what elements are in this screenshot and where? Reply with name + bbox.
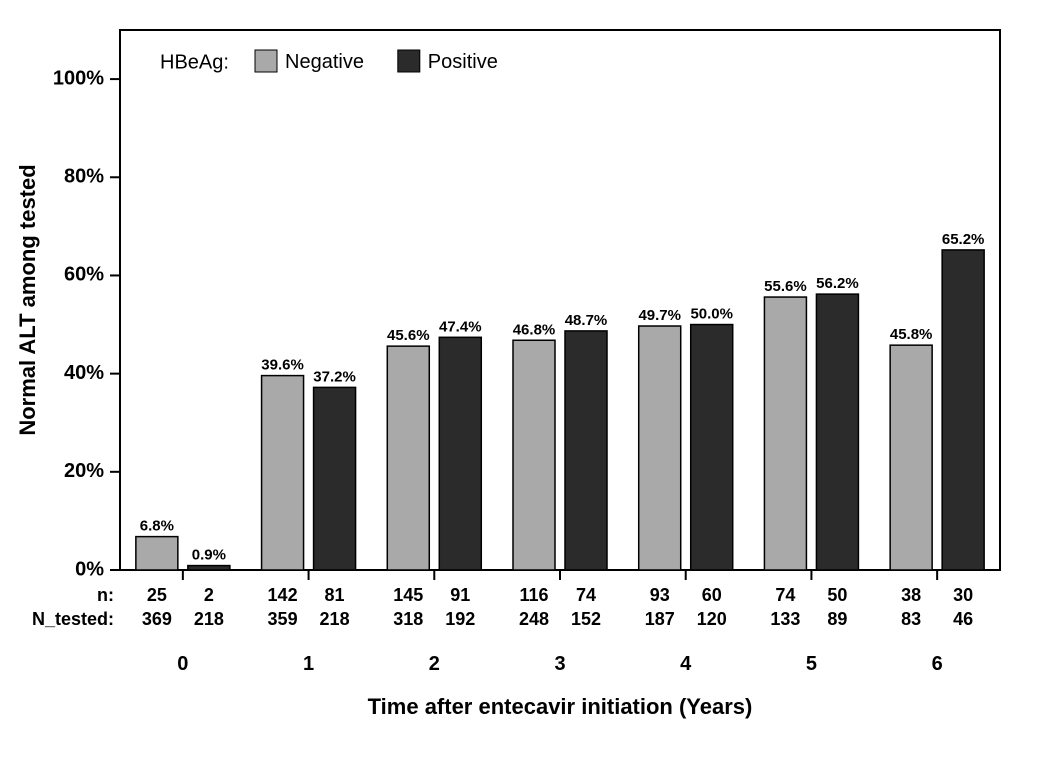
table-n-value: 74 [576, 585, 596, 605]
table-n-value: 145 [393, 585, 423, 605]
y-axis-label: Normal ALT among tested [15, 164, 40, 435]
table-ntested-value: 187 [645, 609, 675, 629]
bar-chart: 0% 20% 40% 60% 80% 100% Normal ALT among teste… [0, 0, 1050, 783]
table-n-value: 93 [650, 585, 670, 605]
table-ntested-value: 318 [393, 609, 423, 629]
legend-swatch [398, 50, 420, 72]
legend-item-label: Negative [285, 51, 364, 73]
bar-value-label: 50.0% [690, 306, 733, 323]
x-tick-label: 1 [303, 653, 314, 675]
table-ntested-value: 89 [827, 609, 847, 629]
table-ntested-value: 192 [445, 609, 475, 629]
bar [764, 297, 806, 570]
table-ntested-value: 83 [901, 609, 921, 629]
bar-value-label: 0.9% [192, 547, 226, 564]
bar-value-label: 65.2% [942, 231, 985, 248]
bar-value-label: 55.6% [764, 278, 807, 295]
bar-value-label: 6.8% [140, 518, 174, 535]
table-ntested-value: 218 [194, 609, 224, 629]
table-n-value: 74 [775, 585, 795, 605]
table-row-label: n: [97, 585, 114, 605]
legend-title: HBeAg: [160, 52, 229, 74]
y-tick-label: 80% [64, 166, 104, 188]
table-n-value: 38 [901, 585, 921, 605]
table-ntested-value: 152 [571, 609, 601, 629]
bar-value-label: 49.7% [638, 307, 681, 324]
x-tick-label: 5 [806, 653, 817, 675]
table-n-value: 25 [147, 585, 167, 605]
chart-container: 0% 20% 40% 60% 80% 100% Normal ALT among teste… [0, 0, 1050, 783]
legend-item-label: Positive [428, 51, 498, 73]
bar [890, 345, 932, 570]
table-ntested-value: 218 [320, 609, 350, 629]
y-tick-label: 100% [53, 67, 104, 89]
x-axis-label: Time after entecavir initiation (Years) [368, 694, 753, 719]
table-ntested-value: 120 [697, 609, 727, 629]
x-tick-label: 2 [429, 653, 440, 675]
bar-value-label: 46.8% [513, 321, 556, 338]
y-tick-label: 20% [64, 460, 104, 482]
bar [942, 250, 984, 570]
bar-value-label: 45.8% [890, 326, 933, 343]
table-n-value: 81 [325, 585, 345, 605]
table-n-value: 30 [953, 585, 973, 605]
bar [262, 376, 304, 570]
x-tick-label: 4 [680, 653, 692, 675]
table-n-value: 91 [450, 585, 470, 605]
bar [565, 331, 607, 570]
bar-value-label: 37.2% [313, 368, 356, 385]
bar [639, 326, 681, 570]
x-tick-label: 3 [554, 653, 565, 675]
bar-value-label: 56.2% [816, 275, 859, 292]
table-ntested-value: 133 [770, 609, 800, 629]
x-tick-label: 6 [932, 653, 943, 675]
bar-value-label: 47.4% [439, 318, 482, 335]
table-ntested-value: 359 [268, 609, 298, 629]
bar-value-label: 48.7% [565, 312, 608, 329]
bar-value-label: 45.6% [387, 327, 430, 344]
bar [691, 325, 733, 570]
table-ntested-value: 46 [953, 609, 973, 629]
bar [188, 566, 230, 570]
bar [439, 337, 481, 570]
table-ntested-value: 369 [142, 609, 172, 629]
bar-value-label: 39.6% [261, 357, 304, 374]
bar [513, 340, 555, 570]
table-n-value: 142 [268, 585, 298, 605]
y-tick-label: 60% [64, 264, 104, 286]
y-tick-label: 0% [75, 558, 104, 580]
legend-swatch [255, 50, 277, 72]
bar [314, 387, 356, 570]
table-ntested-value: 248 [519, 609, 549, 629]
table-n-value: 116 [519, 585, 548, 605]
x-tick-label: 0 [177, 653, 188, 675]
y-tick-label: 40% [64, 362, 104, 384]
bar [387, 346, 429, 570]
table-n-value: 60 [702, 585, 722, 605]
table-n-value: 2 [204, 585, 214, 605]
bar [816, 294, 858, 570]
table-n-value: 50 [827, 585, 847, 605]
table-row-label: N_tested: [32, 609, 114, 629]
bar [136, 537, 178, 570]
